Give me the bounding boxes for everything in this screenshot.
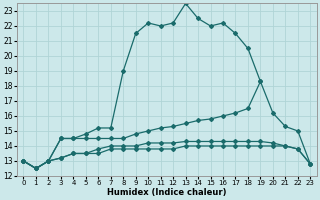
X-axis label: Humidex (Indice chaleur): Humidex (Indice chaleur) [107, 188, 227, 197]
